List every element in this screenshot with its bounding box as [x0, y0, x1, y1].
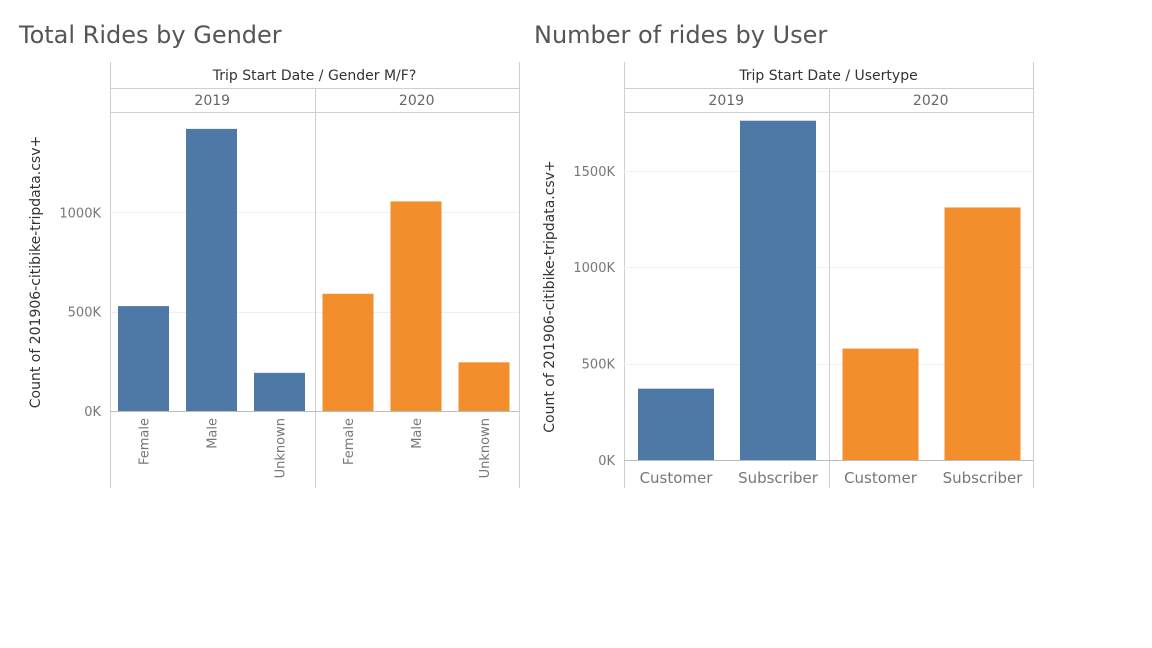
y-tick-label: 500K	[68, 306, 102, 321]
year-column-header: 2020	[399, 93, 435, 109]
category-label: Subscriber	[738, 469, 819, 487]
y-axis-title: Count of 201906-citibike-tripdata.csv+	[28, 136, 44, 409]
year-column-header: 2019	[194, 93, 230, 109]
bar[interactable]	[186, 128, 237, 412]
bar[interactable]	[740, 120, 816, 460]
bar[interactable]	[254, 372, 305, 411]
y-tick-label: 1000K	[573, 261, 615, 276]
chart-title: Total Rides by Gender	[18, 21, 282, 49]
year-column-header: 2019	[708, 93, 744, 109]
y-tick-label: 0K	[84, 405, 101, 420]
bar[interactable]	[842, 348, 919, 460]
y-tick-label: 500K	[582, 358, 616, 373]
category-label: Female	[342, 418, 357, 465]
chart-svg: Total Rides by Gender Trip Start Date / G…	[18, 21, 520, 488]
category-label: Male	[410, 418, 425, 449]
category-label: Unknown	[478, 418, 493, 478]
chart-total-rides-by-gender: Total Rides by Gender Trip Start Date / G…	[0, 0, 560, 500]
bar[interactable]	[944, 207, 1021, 460]
category-label: Customer	[640, 469, 714, 487]
bar[interactable]	[118, 306, 169, 411]
category-label: Female	[138, 418, 153, 465]
category-label: Male	[206, 418, 221, 449]
year-column-header: 2020	[913, 93, 949, 109]
chart-svg: Number of rides by User Trip Start Date /…	[534, 21, 1034, 488]
chart-title: Number of rides by User	[534, 21, 827, 49]
bar[interactable]	[638, 388, 714, 460]
category-label: Subscriber	[943, 469, 1024, 487]
bar[interactable]	[458, 362, 510, 411]
bar[interactable]	[390, 201, 442, 411]
column-header-title: Trip Start Date / Gender M/F?	[212, 68, 417, 84]
y-tick-label: 0K	[598, 454, 615, 469]
chart-rides-by-user: Number of rides by User Trip Start Date /…	[520, 0, 1152, 500]
category-label: Unknown	[274, 418, 289, 478]
y-tick-label: 1000K	[59, 206, 101, 221]
y-tick-label: 1500K	[573, 165, 615, 180]
y-axis-title: Count of 201906-citibike-tripdata.csv+	[542, 160, 558, 433]
bar[interactable]	[322, 293, 374, 411]
column-header-title: Trip Start Date / Usertype	[738, 68, 917, 84]
category-label: Customer	[844, 469, 918, 487]
